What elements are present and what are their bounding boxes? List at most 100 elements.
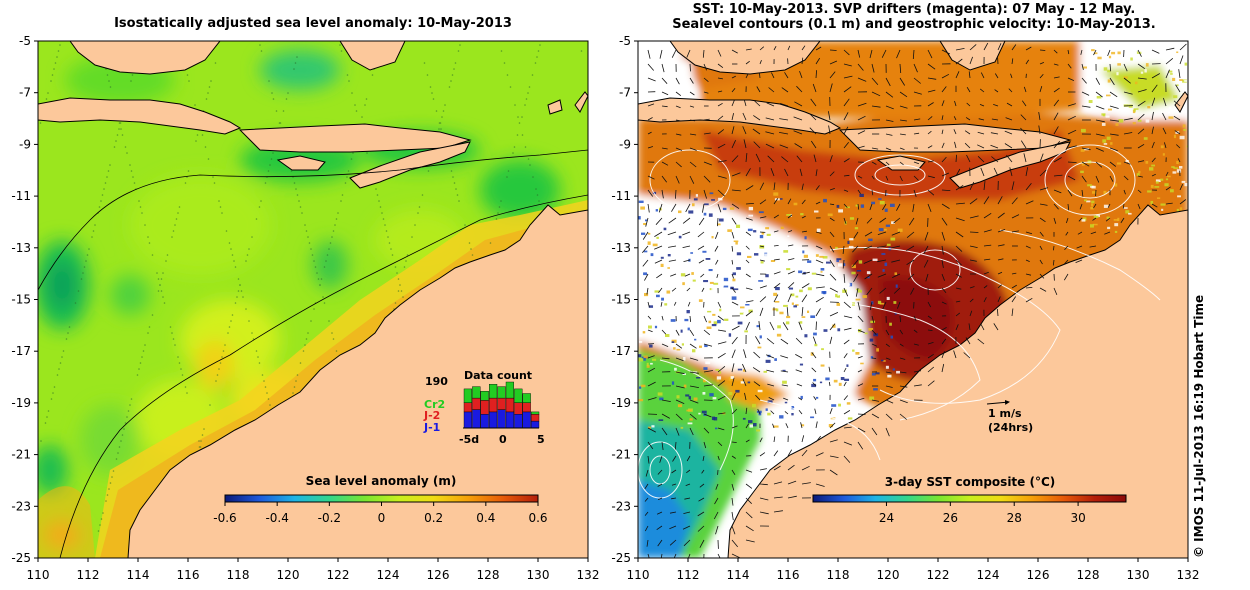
data-count-bar-cr2 [463,388,473,403]
data-count-tick-5: 5 [537,433,545,446]
australia-landmass [727,204,1188,558]
sst-lat-tick: -25 [611,551,631,565]
sst-lat-tick: -7 [619,86,631,100]
data-count-bar-cr2 [522,393,531,403]
legend-j1: J-1 [423,421,440,434]
data-count-bar-j2 [522,402,531,413]
sla-lon-tick: 112 [77,568,100,582]
sst-axes: -5 -7 -9 -11 -13 -15 -17 -19 -21 -23 -25 110 112 114 1… [611,34,1199,582]
sst-colorbar-tick: 28 [1007,511,1022,525]
sumba-island [276,155,326,171]
sst-lat-tick: -19 [611,396,631,410]
data-count-bars [463,381,540,429]
data-count-bar-j1 [497,409,506,429]
sst-colorbar-tick: 30 [1070,511,1085,525]
data-count-bar-j1 [488,411,498,429]
legend-j2: J-2 [423,409,440,422]
data-count-title: Data count [464,369,532,382]
sla-lat-tick: -23 [11,499,31,513]
sla-lat-tick: -13 [11,241,31,255]
sst-lon-tick: 122 [927,568,950,582]
sst-lon-tick: 128 [1077,568,1100,582]
sla-lat-tick: -9 [19,137,31,151]
sla-colorbar-tick: -0.4 [265,511,288,525]
sla-lat-tick: -19 [11,396,31,410]
data-count-bar-j2 [472,397,481,410]
data-count-bar-j2 [505,397,515,413]
sla-lon-tick: 116 [177,568,200,582]
sst-lon-tick: 118 [827,568,850,582]
sulawesi-island [339,41,406,71]
velocity-scale: 1 m/s (24hrs) [986,399,1033,434]
tanimbar-island [574,91,588,113]
data-count-bar-j2 [497,397,506,410]
sla-colorbar-tick: 0.2 [424,511,443,525]
sst-lat-tick: -11 [611,189,631,203]
sst-lat-tick: -21 [611,448,631,462]
data-count-bar-cr2 [530,411,540,415]
data-count-bar-j2 [514,402,523,415]
sla-lon-tick: 118 [227,568,250,582]
sst-land [638,41,1188,558]
sla-lon-tick: 124 [377,568,400,582]
sla-field: Data count 190 Cr2 J-2 J-1 -5d 0 5 Sea l… [38,41,588,558]
sla-colorbar-label: Sea level anomaly (m) [306,474,457,488]
sla-lon-tick: 130 [527,568,550,582]
data-count-bar-cr2 [505,381,515,399]
sst-lat-tick: -9 [619,137,631,151]
sla-lat-tick: -25 [11,551,31,565]
data-count-bar-cr2 [497,386,506,399]
data-count-bar-cr2 [480,391,489,401]
data-count-bar-j2 [463,402,473,413]
data-count-bar-j1 [472,409,481,429]
sla-map-title: Isostatically adjusted sea level anomaly… [114,16,512,31]
data-count-bar-j1 [514,414,523,429]
sla-lon-tick: 132 [577,568,600,582]
sla-land [38,41,588,558]
data-count-bar-j1 [522,411,531,429]
sla-lon-tick: 122 [327,568,350,582]
imos-credit: © IMOS 11-Jul-2013 16:19 Hobart Time [1192,295,1206,558]
data-count-bar-j2 [488,397,498,413]
australia-landmass [127,204,588,558]
sla-colorbar-tick: 0 [378,511,386,525]
java-island [638,97,842,135]
sla-lat-tick: -5 [19,34,31,48]
sla-lat-tick: -7 [19,86,31,100]
sla-lon-tick: 128 [477,568,500,582]
data-count-bar-j1 [463,411,473,429]
sst-lon-tick: 120 [877,568,900,582]
sumbawa-island [238,123,472,153]
data-count-bar-j2 [480,400,489,415]
sla-lon-tick: 114 [127,568,150,582]
sst-colorbar-tick: 24 [879,511,894,525]
data-count-max: 190 [425,375,448,388]
sla-map[interactable]: Data count 190 Cr2 J-2 J-1 -5d 0 5 Sea l… [32,40,589,559]
data-count-inset: Data count 190 Cr2 J-2 J-1 -5d 0 5 [423,369,545,446]
data-count-bar-j1 [505,411,515,429]
sst-lon-tick: 112 [677,568,700,582]
sulawesi-island [939,41,1006,71]
sst-lat-tick: -23 [611,499,631,513]
sst-map-title-line1: SST: 10-May-2013. SVP drifters (magenta)… [693,2,1136,17]
sla-colorbar-tick: -0.6 [213,511,236,525]
java-island [38,97,242,135]
sla-colorbar-tick: 0.6 [528,511,547,525]
sumbawa-island [838,123,1072,153]
sla-lat-tick: -21 [11,448,31,462]
sst-lat-tick: -5 [619,34,631,48]
sst-map[interactable]: 1 m/s (24hrs) 3-day SST composite (°C) 2… [637,40,1191,563]
sst-colorbar-label: 3-day SST composite (°C) [885,475,1056,489]
sla-lon-tick: 110 [27,568,50,582]
tanimbar-island [1174,91,1188,113]
data-count-tick-minus5: -5d [459,433,479,446]
data-count-bar-cr2 [472,386,481,399]
data-count-bar-cr2 [514,388,523,403]
legend-cr2: Cr2 [424,398,445,411]
sst-lat-tick: -17 [611,344,631,358]
data-count-bar-j1 [530,420,540,429]
sla-colorbar-tick: -0.2 [318,511,341,525]
sst-lon-tick: 110 [627,568,650,582]
sst-lon-tick: 116 [777,568,800,582]
arafura-island [547,99,563,115]
